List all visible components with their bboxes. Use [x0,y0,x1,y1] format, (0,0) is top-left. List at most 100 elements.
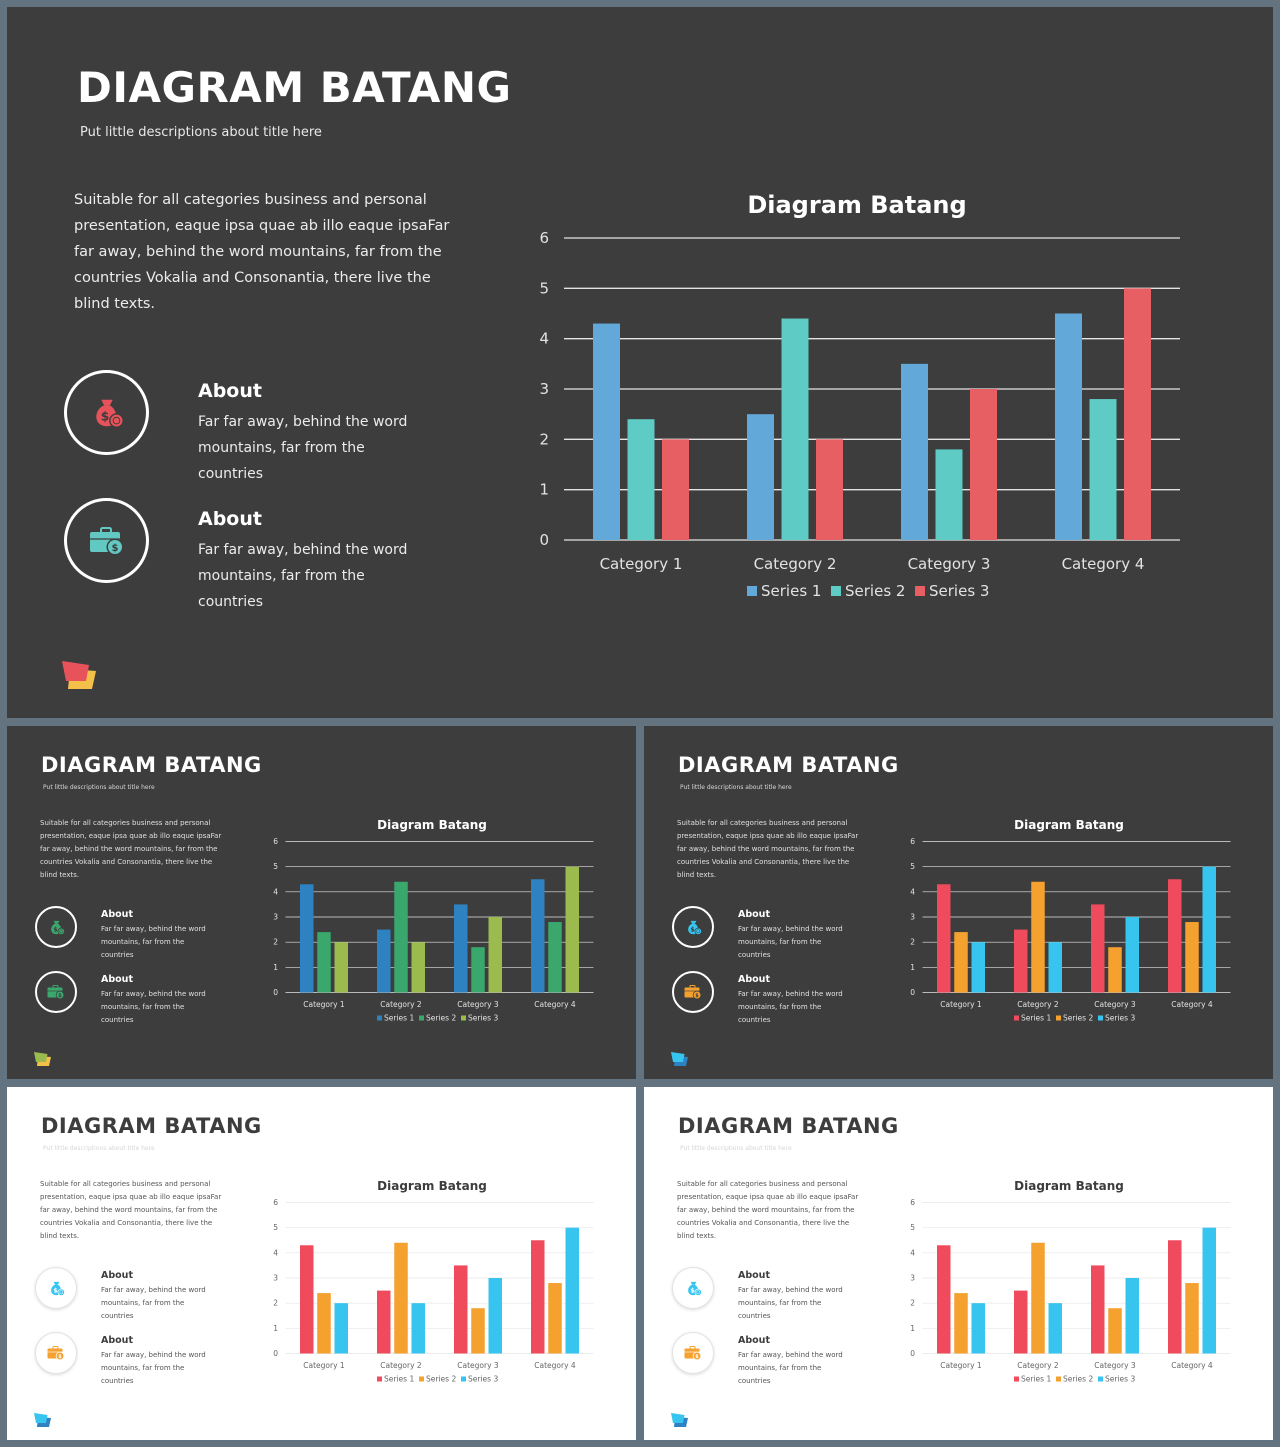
legend-swatch [915,586,925,596]
svg-text:$: $ [100,409,109,423]
bar-series-3 [971,942,985,993]
y-tick-label: 6 [910,1198,915,1207]
briefcase-money-icon: $ [46,1343,66,1363]
bar-series-3 [1048,1303,1062,1354]
bar-series-1 [1091,904,1105,993]
about-text: Far far away, behind the word mountains,… [101,1286,206,1320]
svg-text:$: $ [53,926,57,933]
slide-subtitle: Put little descriptions about title here [680,1145,792,1152]
bar-series-2 [317,932,331,993]
slide-subtitle: Put little descriptions about title here [43,784,155,791]
y-tick-label: 4 [910,1248,915,1257]
bar-series-3 [1048,942,1062,993]
about-heading: About [738,909,770,920]
bar-series-3 [565,866,579,993]
y-tick-label: 1 [273,963,278,972]
about-text: Far far away, behind the word mountains,… [198,542,408,610]
bar-series-1 [1168,879,1182,993]
bar-series-1 [593,323,620,540]
about-heading: About [738,1270,770,1281]
bar-series-2 [935,449,963,540]
bar-series-3 [971,1303,985,1354]
about-block: $ About Far far away, behind the word mo… [672,971,882,1024]
y-tick-label: 2 [273,1299,278,1308]
bar-series-3 [662,439,689,540]
briefcase-money-icon: $ [46,982,66,1002]
slide-thumb[interactable]: DIAGRAM BATANG Put little descriptions a… [644,1087,1273,1440]
about-text: Far far away, behind the word mountains,… [738,1286,843,1320]
legend-swatch [1014,1015,1019,1021]
bar-series-3 [488,917,502,993]
about-text: Far far away, behind the word mountains,… [101,990,206,1024]
bar-series-3 [411,942,425,993]
slide-title: DIAGRAM BATANG [678,1114,899,1138]
slide-description: Suitable for all categories business and… [74,192,450,312]
legend-label: Series 3 [1105,1014,1135,1023]
bar-series-2 [1108,1308,1122,1354]
y-tick-label: 1 [539,481,549,499]
slide-title: DIAGRAM BATANG [678,753,899,777]
about-icon-circle: $ [672,1267,714,1309]
about-block: $ About Far far away, behind the word mo… [672,1267,882,1320]
about-heading: About [101,1335,133,1346]
slide-description: Suitable for all categories business and… [40,819,222,879]
legend-swatch [831,586,841,596]
x-tick-label: Category 1 [940,1361,982,1370]
bar-series-2 [548,922,562,993]
chart-title: Diagram Batang [1014,1179,1124,1193]
x-tick-label: Category 3 [457,1000,499,1009]
bar-series-1 [747,414,774,540]
x-tick-label: Category 4 [1171,1361,1213,1370]
y-tick-label: 2 [910,938,915,947]
legend-label: Series 2 [426,1375,456,1384]
brand-logo [34,1413,51,1427]
chart-title: Diagram Batang [377,1179,487,1193]
bar-chart: Diagram Batang 0 1 2 3 4 5 6 Category 1 Category … [539,191,1180,600]
bar-series-1 [377,929,391,993]
slide-thumb[interactable]: DIAGRAM BATANG Put little descriptions a… [7,1087,636,1440]
y-tick-label: 4 [539,330,549,348]
x-tick-label: Category 1 [303,1000,345,1009]
slide-thumb[interactable]: DIAGRAM BATANG Put little descriptions a… [644,726,1273,1079]
about-text: Far far away, behind the word mountains,… [738,925,843,959]
legend-swatch [1098,1376,1103,1382]
bar-series-2 [1031,1242,1045,1354]
svg-text:$: $ [695,1354,699,1360]
bar-chart: Diagram Batang 0 1 2 3 4 5 6 Category 1 Category … [910,818,1231,1023]
y-tick-label: 0 [273,988,278,997]
legend-swatch [1014,1376,1019,1382]
chart-title: Diagram Batang [747,191,966,219]
x-tick-label: Category 1 [600,555,683,573]
slide-thumb[interactable]: DIAGRAM BATANG Put little descriptions a… [7,726,636,1079]
chart-title: Diagram Batang [377,818,487,832]
legend-swatch [419,1376,424,1382]
about-text: Far far away, behind the word mountains,… [198,414,408,482]
about-text: Far far away, behind the word mountains,… [101,1351,206,1385]
bar-series-3 [334,1303,348,1354]
x-tick-label: Category 4 [1062,555,1145,573]
about-block: $ About Far far away, behind the word mo… [35,1332,245,1385]
money-bag-icon: $ [684,1279,703,1298]
bar-series-1 [1091,1265,1105,1354]
x-tick-label: Category 4 [534,1000,576,1009]
about-block: $ About Far far away, behind the word mo… [35,906,245,959]
x-tick-label: Category 3 [1094,1000,1136,1009]
bar-series-3 [1202,866,1216,993]
y-tick-label: 2 [910,1299,915,1308]
bar-series-1 [937,1245,951,1354]
bar-series-2 [471,947,485,993]
bar-series-3 [411,1303,425,1354]
about-icon-circle: $ [672,906,714,948]
slide-large[interactable]: DIAGRAM BATANG Put little descriptions a… [7,7,1273,718]
about-block: $ About Far far away, behind the word mo… [35,971,245,1024]
svg-text:$: $ [58,993,62,999]
bar-series-2 [954,932,968,993]
bar-series-1 [454,1265,468,1354]
bar-series-3 [488,1278,502,1354]
x-tick-label: Category 2 [1017,1361,1059,1370]
money-bag-icon: $ [88,394,126,432]
x-tick-label: Category 2 [754,555,837,573]
slide-description: Suitable for all categories business and… [677,1180,859,1240]
money-bag-icon: $ [684,918,703,937]
logo-front-shape [671,1052,685,1062]
